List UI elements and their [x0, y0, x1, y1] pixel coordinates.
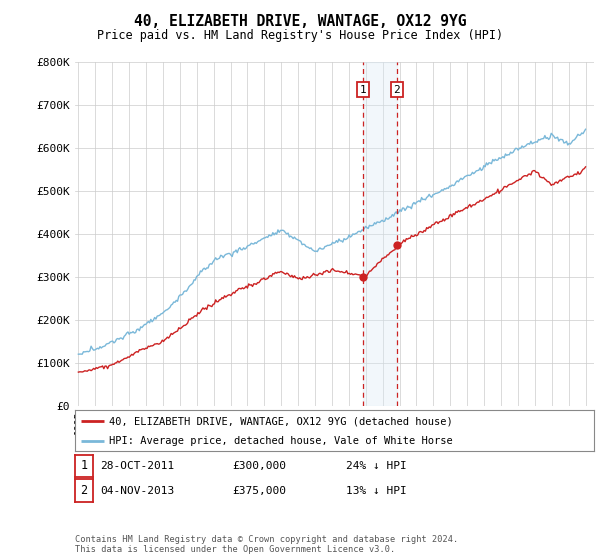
Text: 13% ↓ HPI: 13% ↓ HPI: [346, 486, 407, 496]
Text: Price paid vs. HM Land Registry's House Price Index (HPI): Price paid vs. HM Land Registry's House …: [97, 29, 503, 42]
Text: 1: 1: [80, 459, 88, 473]
Text: 04-NOV-2013: 04-NOV-2013: [100, 486, 175, 496]
Text: 24% ↓ HPI: 24% ↓ HPI: [346, 461, 407, 471]
Bar: [363, 62, 397, 406]
Text: 1: 1: [359, 85, 366, 95]
Text: 40, ELIZABETH DRIVE, WANTAGE, OX12 9YG: 40, ELIZABETH DRIVE, WANTAGE, OX12 9YG: [134, 14, 466, 29]
Text: 2: 2: [394, 85, 400, 95]
Text: £375,000: £375,000: [232, 486, 286, 496]
Text: Contains HM Land Registry data © Crown copyright and database right 2024.
This d: Contains HM Land Registry data © Crown c…: [75, 535, 458, 554]
Text: HPI: Average price, detached house, Vale of White Horse: HPI: Average price, detached house, Vale…: [109, 436, 452, 446]
Text: £300,000: £300,000: [232, 461, 286, 471]
Text: 40, ELIZABETH DRIVE, WANTAGE, OX12 9YG (detached house): 40, ELIZABETH DRIVE, WANTAGE, OX12 9YG (…: [109, 417, 452, 426]
Text: 2: 2: [80, 484, 88, 497]
Text: 28-OCT-2011: 28-OCT-2011: [100, 461, 175, 471]
